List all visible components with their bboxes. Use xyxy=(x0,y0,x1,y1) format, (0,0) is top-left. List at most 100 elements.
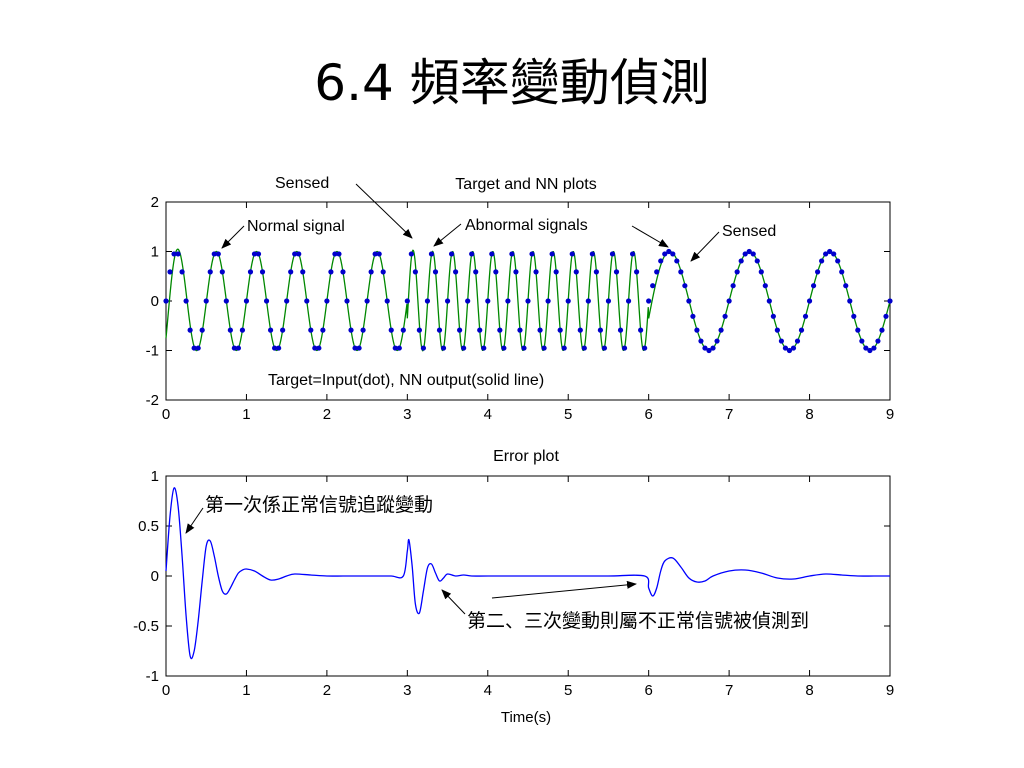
target-point xyxy=(251,251,258,257)
target-point xyxy=(875,338,881,344)
target-point xyxy=(384,298,390,304)
target-point xyxy=(549,251,555,257)
bottom-chart-ticks: 0 1 2 3 4 5 6 7 8 9 1 0.5 0 -0.5 -1 xyxy=(133,468,894,699)
target-point xyxy=(879,327,885,333)
target-point xyxy=(883,313,889,319)
target-point xyxy=(851,313,857,319)
target-point xyxy=(529,251,535,257)
target-point xyxy=(726,298,732,304)
target-point xyxy=(408,251,414,257)
annotation-later-changes: 第二、三次變動則屬不正常信號被偵測到 xyxy=(467,610,809,632)
target-point xyxy=(457,327,463,333)
target-point xyxy=(368,269,374,275)
target-point xyxy=(557,327,563,333)
arrow-abnormal-left xyxy=(433,223,462,247)
target-point xyxy=(469,251,475,257)
target-point xyxy=(855,327,861,333)
bottom-chart-title: Error plot xyxy=(493,448,559,465)
target-point xyxy=(364,298,370,304)
slide-title: 6.4 頻率變動偵測 xyxy=(314,54,710,112)
target-point xyxy=(416,327,422,333)
target-point xyxy=(227,327,233,333)
target-point xyxy=(654,269,660,275)
target-point xyxy=(782,345,789,351)
target-point xyxy=(356,345,362,351)
target-point xyxy=(284,298,290,304)
target-point xyxy=(272,345,278,351)
annotation-sensed-1: Sensed xyxy=(275,175,329,192)
target-point xyxy=(638,327,644,333)
target-point xyxy=(815,269,821,275)
target-point xyxy=(678,269,684,275)
target-point xyxy=(191,345,197,351)
bottom-annotations: 第一次係正常信號追蹤變動 第二、三次變動則屬不正常信號被偵測到 xyxy=(185,494,809,632)
target-point xyxy=(613,269,620,275)
target-point xyxy=(235,345,241,351)
target-point xyxy=(521,345,527,351)
target-point xyxy=(859,338,865,344)
target-point xyxy=(453,269,459,275)
target-point xyxy=(316,345,322,351)
target-point xyxy=(304,298,310,304)
target-point xyxy=(871,345,877,351)
target-point xyxy=(288,269,294,275)
target-point xyxy=(195,345,201,351)
target-point xyxy=(404,298,410,304)
target-point xyxy=(448,251,455,257)
target-point xyxy=(605,298,612,304)
target-point xyxy=(794,338,801,344)
target-point xyxy=(601,345,608,351)
target-point xyxy=(428,251,435,257)
target-point xyxy=(810,283,817,289)
target-point xyxy=(440,345,447,351)
target-point xyxy=(847,298,853,304)
target-point xyxy=(545,298,551,304)
x-tick-label: 2 xyxy=(323,406,331,423)
target-point xyxy=(501,345,507,351)
target-point xyxy=(247,269,254,275)
target-point xyxy=(207,269,213,275)
arrow-sensed-1 xyxy=(355,183,413,239)
target-point xyxy=(690,313,696,319)
target-point xyxy=(634,269,640,275)
target-point xyxy=(171,251,177,257)
target-point xyxy=(461,345,467,351)
target-point xyxy=(742,251,748,257)
arrow-third-change xyxy=(491,580,637,599)
x-tick-label: 6 xyxy=(644,406,652,423)
target-point xyxy=(802,313,809,319)
target-point xyxy=(267,327,274,333)
target-point xyxy=(625,298,632,304)
target-point xyxy=(312,345,318,351)
target-point xyxy=(867,347,873,354)
target-point xyxy=(762,283,768,289)
x-tick-label: 9 xyxy=(886,406,894,423)
target-point xyxy=(509,251,515,257)
target-point xyxy=(537,327,543,333)
target-point xyxy=(276,345,282,351)
x-tick-label: 3 xyxy=(403,406,411,423)
target-point xyxy=(573,269,579,275)
target-point xyxy=(710,345,716,351)
target-point xyxy=(806,298,813,304)
target-point xyxy=(585,298,591,304)
target-point xyxy=(581,345,587,351)
x-tick-label: 3 xyxy=(403,682,411,699)
target-point xyxy=(187,327,193,333)
target-point xyxy=(778,338,785,344)
arrow-normal xyxy=(221,225,245,249)
target-point xyxy=(372,251,378,257)
x-tick-label: 0 xyxy=(162,682,170,699)
target-point xyxy=(239,327,246,333)
target-point xyxy=(790,345,797,351)
top-chart-title: Target and NN plots xyxy=(455,176,596,193)
target-point xyxy=(183,298,189,304)
target-point xyxy=(219,269,225,275)
target-point xyxy=(621,345,628,351)
target-point xyxy=(497,327,503,333)
x-tick-label: 8 xyxy=(805,406,813,423)
target-point xyxy=(332,251,338,257)
target-point xyxy=(646,298,652,304)
target-point xyxy=(199,327,205,333)
target-point xyxy=(766,298,772,304)
